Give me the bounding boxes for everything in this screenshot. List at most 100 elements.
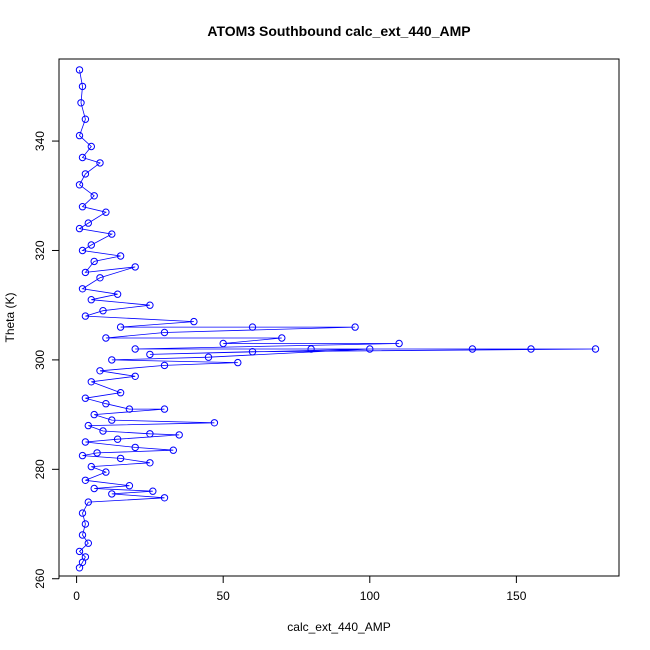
data-point <box>190 317 198 326</box>
data-point <box>75 224 84 233</box>
data-point <box>125 482 134 490</box>
data-point <box>160 405 169 413</box>
data-point <box>149 487 157 495</box>
data-point <box>78 246 87 255</box>
y-axis-label: Theta (K) <box>3 292 17 342</box>
data-point <box>87 462 96 471</box>
data-point <box>307 345 315 353</box>
data-point <box>96 274 104 282</box>
data-point <box>81 312 90 320</box>
data-point <box>219 339 227 348</box>
x-tick-label: 100 <box>360 589 380 603</box>
y-tick-label: 280 <box>33 459 47 479</box>
data-point <box>78 509 87 517</box>
data-point <box>75 66 84 74</box>
data-point <box>87 241 96 249</box>
data-point <box>468 345 477 353</box>
data-point <box>146 301 154 309</box>
data-point <box>84 219 93 227</box>
data-point <box>81 476 90 484</box>
data-point <box>278 334 286 342</box>
data-point <box>81 170 90 178</box>
data-point <box>169 446 178 454</box>
data-point <box>78 153 87 162</box>
data-point <box>75 131 84 140</box>
data-point <box>146 350 154 359</box>
data-point <box>116 252 125 260</box>
y-tick-label: 300 <box>33 350 47 370</box>
data-point <box>84 539 93 547</box>
data-point <box>210 419 219 427</box>
data-point <box>108 230 116 238</box>
series-layer <box>75 66 600 572</box>
y-tick-label: 320 <box>33 240 47 260</box>
data-point <box>108 490 116 498</box>
data-point <box>78 82 87 91</box>
data-point <box>248 348 257 356</box>
data-point <box>78 203 87 211</box>
y-tick-label: 260 <box>33 568 47 588</box>
data-point <box>90 192 98 200</box>
data-point <box>351 323 359 331</box>
x-axis-label: calc_ext_440_AMP <box>287 620 390 634</box>
data-point <box>78 558 87 566</box>
data-point <box>78 531 87 539</box>
data-point <box>84 498 93 506</box>
data-point <box>90 410 98 419</box>
data-point <box>113 435 122 443</box>
data-point <box>96 367 104 375</box>
x-axis: 0 50 100 150 <box>73 575 527 603</box>
plot-frame <box>58 58 620 577</box>
data-point <box>90 484 98 493</box>
data-point <box>78 451 87 460</box>
x-tick-label: 150 <box>506 589 526 603</box>
data-point <box>75 547 84 556</box>
chart-title: ATOM3 Southbound calc_ext_440_AMP <box>207 23 470 39</box>
data-point <box>75 181 84 189</box>
data-point <box>77 99 85 107</box>
data-point <box>527 345 535 353</box>
data-point <box>84 421 93 430</box>
data-point <box>395 339 403 348</box>
data-point <box>175 431 183 439</box>
data-point <box>131 372 139 380</box>
data-point <box>113 290 122 298</box>
data-point <box>75 564 84 572</box>
data-point <box>99 427 107 435</box>
series-line <box>78 69 596 568</box>
data-point <box>116 454 125 463</box>
data-point <box>81 394 90 402</box>
data-point <box>131 443 139 452</box>
data-point <box>116 323 125 331</box>
data-point <box>146 430 154 438</box>
data-point <box>125 405 134 413</box>
data-point <box>81 438 90 446</box>
data-point <box>108 416 116 424</box>
data-point <box>102 468 110 476</box>
data-point <box>87 296 96 304</box>
data-point <box>160 494 169 502</box>
y-axis: 260 280 300 320 340 <box>33 131 60 589</box>
data-point <box>116 389 125 397</box>
data-point <box>366 345 374 353</box>
data-point <box>90 257 98 266</box>
data-point <box>81 115 90 123</box>
data-point <box>78 285 87 293</box>
data-point <box>81 520 90 528</box>
data-point <box>131 263 139 271</box>
x-tick-label: 50 <box>217 589 231 603</box>
data-point <box>102 400 110 408</box>
data-point <box>93 449 101 457</box>
data-point <box>108 356 116 364</box>
data-point <box>160 328 169 337</box>
data-point <box>591 345 600 353</box>
data-point <box>99 307 107 315</box>
data-point <box>96 159 104 167</box>
data-point <box>102 208 110 216</box>
data-point <box>248 323 257 331</box>
data-point <box>234 358 242 367</box>
data-point <box>102 334 110 342</box>
data-point <box>87 378 96 386</box>
y-tick-label: 340 <box>33 131 47 151</box>
